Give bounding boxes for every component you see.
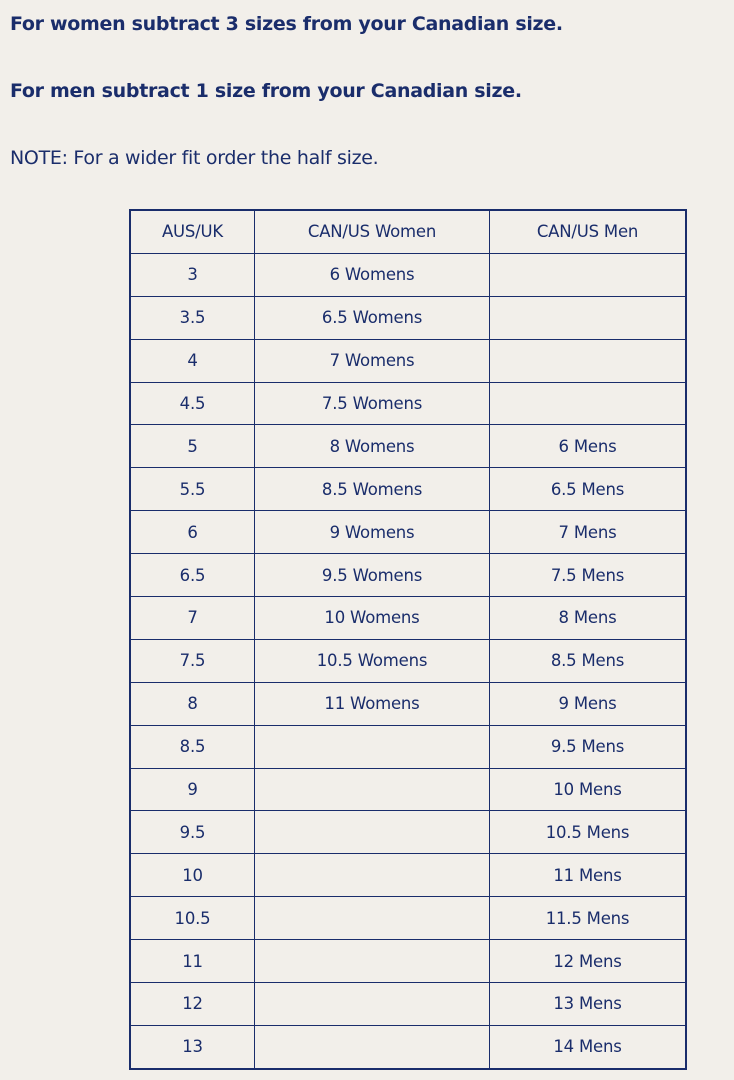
cell-can-us-women: 7 Womens bbox=[254, 338, 490, 383]
cell-aus-uk: 6.5 bbox=[129, 553, 255, 598]
cell-can-us-women: 6.5 Womens bbox=[254, 295, 490, 340]
table-row: 8 11 Womens 9 Mens bbox=[129, 681, 687, 726]
cell-can-us-men bbox=[489, 338, 687, 383]
table-row: 9 10 Mens bbox=[129, 767, 687, 812]
cell-aus-uk: 7.5 bbox=[129, 638, 255, 683]
table-row: 7.5 10.5 Womens 8.5 Mens bbox=[129, 638, 687, 683]
wider-fit-note: NOTE: For a wider fit order the half siz… bbox=[10, 147, 379, 169]
cell-can-us-men: 7 Mens bbox=[489, 510, 687, 555]
cell-can-us-women: 10 Womens bbox=[254, 596, 490, 640]
table-row: 13 14 Mens bbox=[129, 1024, 687, 1070]
table-row: 10 11 Mens bbox=[129, 853, 687, 898]
cell-aus-uk: 8.5 bbox=[129, 724, 255, 769]
table-row: 3.5 6.5 Womens bbox=[129, 295, 687, 340]
cell-can-us-women: 9 Womens bbox=[254, 510, 490, 555]
cell-can-us-women: 6 Womens bbox=[254, 252, 490, 297]
cell-can-us-men: 9.5 Mens bbox=[489, 724, 687, 769]
cell-aus-uk: 10 bbox=[129, 853, 255, 898]
table-row: 7 10 Womens 8 Mens bbox=[129, 596, 687, 640]
cell-can-us-women: 7.5 Womens bbox=[254, 381, 490, 426]
cell-aus-uk: 13 bbox=[129, 1024, 255, 1070]
cell-aus-uk: 12 bbox=[129, 982, 255, 1026]
cell-can-us-men: 10 Mens bbox=[489, 767, 687, 812]
cell-aus-uk: 4 bbox=[129, 338, 255, 383]
cell-can-us-women: 8.5 Womens bbox=[254, 467, 490, 512]
cell-can-us-men: 11.5 Mens bbox=[489, 896, 687, 941]
table-row: 11 12 Mens bbox=[129, 939, 687, 984]
cell-can-us-women bbox=[254, 810, 490, 855]
women-instruction: For women subtract 3 sizes from your Can… bbox=[10, 13, 563, 35]
cell-can-us-men: 6.5 Mens bbox=[489, 467, 687, 512]
cell-can-us-men bbox=[489, 252, 687, 297]
cell-can-us-women bbox=[254, 896, 490, 941]
table-row: 4.5 7.5 Womens bbox=[129, 381, 687, 426]
cell-aus-uk: 5.5 bbox=[129, 467, 255, 512]
cell-can-us-women bbox=[254, 767, 490, 812]
header-aus-uk: AUS/UK bbox=[129, 209, 255, 254]
table-row: 5.5 8.5 Womens 6.5 Mens bbox=[129, 467, 687, 512]
cell-can-us-men: 12 Mens bbox=[489, 939, 687, 984]
cell-can-us-women bbox=[254, 1024, 490, 1070]
cell-can-us-men: 8.5 Mens bbox=[489, 638, 687, 683]
cell-can-us-women: 10.5 Womens bbox=[254, 638, 490, 683]
cell-can-us-women: 8 Womens bbox=[254, 424, 490, 469]
cell-can-us-men: 6 Mens bbox=[489, 424, 687, 469]
cell-aus-uk: 6 bbox=[129, 510, 255, 555]
cell-can-us-men bbox=[489, 295, 687, 340]
cell-can-us-women bbox=[254, 939, 490, 984]
cell-aus-uk: 8 bbox=[129, 681, 255, 726]
cell-can-us-men bbox=[489, 381, 687, 426]
cell-can-us-men: 9 Mens bbox=[489, 681, 687, 726]
cell-can-us-men: 11 Mens bbox=[489, 853, 687, 898]
cell-can-us-men: 14 Mens bbox=[489, 1024, 687, 1070]
header-can-us-women: CAN/US Women bbox=[254, 209, 490, 254]
table-row: 10.5 11.5 Mens bbox=[129, 896, 687, 941]
table-row: 6.5 9.5 Womens 7.5 Mens bbox=[129, 553, 687, 598]
cell-aus-uk: 3 bbox=[129, 252, 255, 297]
cell-can-us-men: 7.5 Mens bbox=[489, 553, 687, 598]
cell-can-us-women bbox=[254, 982, 490, 1026]
cell-aus-uk: 3.5 bbox=[129, 295, 255, 340]
cell-aus-uk: 9 bbox=[129, 767, 255, 812]
cell-can-us-men: 10.5 Mens bbox=[489, 810, 687, 855]
table-row: 8.5 9.5 Mens bbox=[129, 724, 687, 769]
table-row: 9.5 10.5 Mens bbox=[129, 810, 687, 855]
cell-aus-uk: 5 bbox=[129, 424, 255, 469]
table-row: 12 13 Mens bbox=[129, 982, 687, 1026]
header-can-us-men: CAN/US Men bbox=[489, 209, 687, 254]
cell-aus-uk: 9.5 bbox=[129, 810, 255, 855]
men-instruction: For men subtract 1 size from your Canadi… bbox=[10, 80, 522, 102]
cell-aus-uk: 11 bbox=[129, 939, 255, 984]
cell-aus-uk: 4.5 bbox=[129, 381, 255, 426]
cell-can-us-women: 9.5 Womens bbox=[254, 553, 490, 598]
cell-can-us-men: 13 Mens bbox=[489, 982, 687, 1026]
cell-aus-uk: 10.5 bbox=[129, 896, 255, 941]
cell-can-us-women bbox=[254, 853, 490, 898]
cell-aus-uk: 7 bbox=[129, 596, 255, 640]
cell-can-us-women: 11 Womens bbox=[254, 681, 490, 726]
cell-can-us-women bbox=[254, 724, 490, 769]
table-header-row: AUS/UK CAN/US Women CAN/US Men bbox=[129, 209, 687, 254]
cell-can-us-men: 8 Mens bbox=[489, 596, 687, 640]
